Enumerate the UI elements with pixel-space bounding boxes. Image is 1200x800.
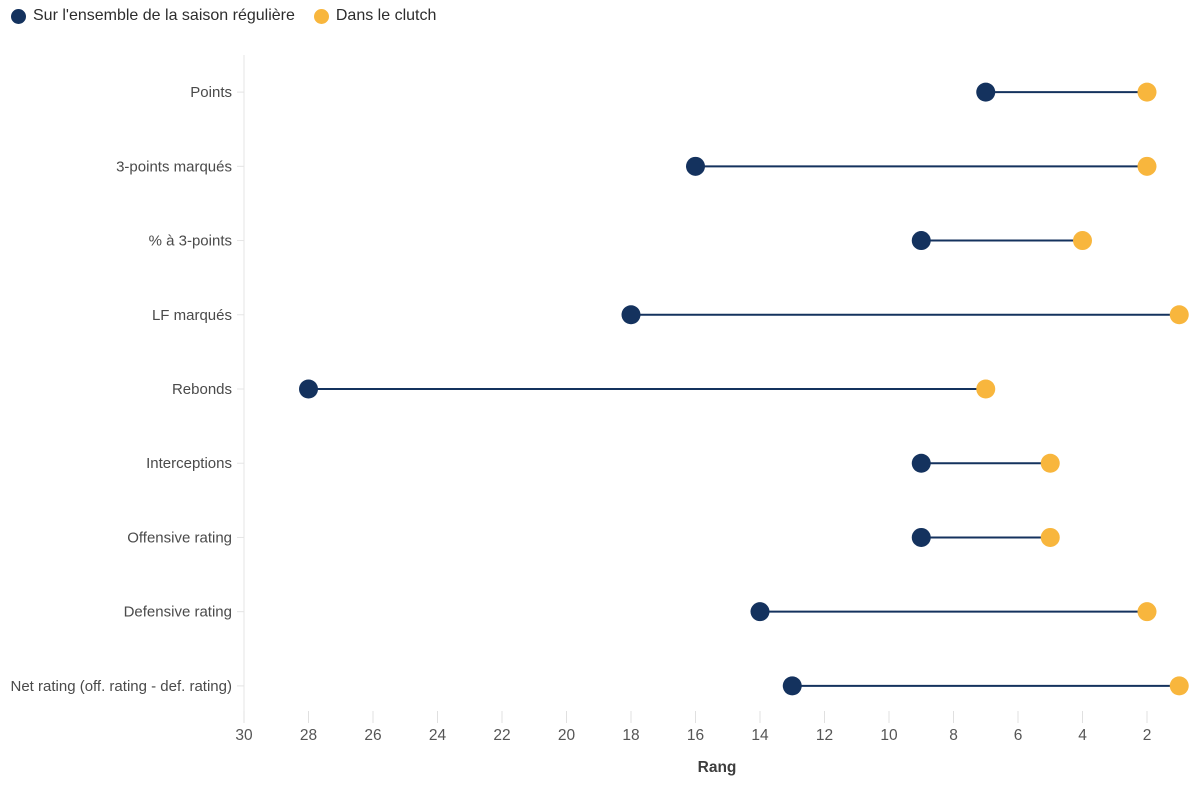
x-tick-label: 18 (622, 727, 639, 744)
clutch-dot (976, 379, 996, 399)
category-label: Rebonds (172, 381, 232, 398)
x-tick-label: 16 (687, 727, 704, 744)
x-tick-label: 22 (493, 727, 510, 744)
clutch-dot (1137, 82, 1157, 102)
season-dot (299, 379, 318, 399)
season-dot (686, 156, 705, 176)
season-dot (911, 453, 931, 473)
x-tick-label: 2 (1143, 727, 1152, 744)
category-label: Net rating (off. rating - def. rating) (11, 678, 233, 695)
x-axis-title: Rang (697, 759, 737, 776)
x-tick-label: 12 (816, 727, 833, 744)
x-tick-label: 24 (429, 727, 447, 744)
season-dot (782, 676, 802, 696)
category-label: Points (190, 84, 232, 101)
x-tick-label: 20 (558, 727, 576, 744)
x-tick-label: 4 (1078, 727, 1087, 744)
legend-dot-season-icon (11, 8, 26, 24)
x-tick-label: 10 (880, 727, 898, 744)
season-dot (976, 82, 996, 102)
x-tick-label: 14 (751, 727, 769, 744)
chart-legend: Sur l'ensemble de la saison régulière Da… (11, 7, 436, 25)
clutch-dot (1040, 453, 1060, 473)
category-label: Defensive rating (124, 604, 232, 621)
x-tick-label: 30 (235, 727, 253, 744)
x-tick-label: 26 (364, 727, 381, 744)
clutch-dot (1169, 305, 1189, 325)
category-label: % à 3-points (149, 233, 232, 250)
category-label: 3-points marqués (116, 158, 232, 175)
x-tick-label: 8 (949, 727, 958, 744)
category-label: Offensive rating (127, 529, 232, 546)
legend-label-season: Sur l'ensemble de la saison régulière (33, 7, 295, 24)
legend-dot-clutch-icon (313, 8, 329, 24)
clutch-dot (1073, 231, 1092, 251)
legend-item-season: Sur l'ensemble de la saison régulière (11, 7, 295, 25)
category-label: Interceptions (146, 455, 232, 472)
x-tick-label: 6 (1014, 727, 1023, 744)
legend-label-clutch: Dans le clutch (335, 7, 437, 24)
clutch-dot (1169, 676, 1189, 696)
category-label: LF marqués (152, 307, 232, 324)
legend-item-clutch: Dans le clutch (313, 7, 437, 25)
season-dot (621, 305, 641, 325)
season-dot (911, 527, 931, 547)
clutch-dot (1040, 527, 1060, 547)
clutch-dot (1137, 602, 1157, 622)
x-tick-label: 28 (300, 727, 317, 744)
season-dot (750, 602, 770, 622)
season-dot (911, 231, 931, 251)
clutch-dot (1137, 156, 1157, 176)
